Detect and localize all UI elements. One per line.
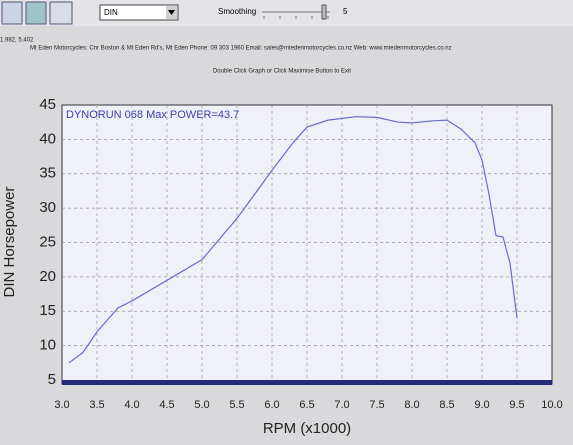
y-tick-label: 35 xyxy=(39,165,56,182)
smoothing-label: Smoothing xyxy=(218,7,256,16)
x-axis-label: RPM (x1000) xyxy=(263,420,351,437)
x-tick-label: 4.5 xyxy=(159,399,174,411)
y-tick-label: 15 xyxy=(39,302,56,319)
x-tick-label: 3.5 xyxy=(89,399,104,411)
dropdown-arrow-icon xyxy=(168,10,175,15)
x-tick-label: 8.5 xyxy=(439,399,454,411)
x-tick-label: 3.0 xyxy=(54,399,69,411)
unit-dropdown[interactable] xyxy=(99,4,179,21)
y-tick-label: 5 xyxy=(48,371,56,388)
slider-thumb[interactable] xyxy=(321,4,327,20)
x-tick-label: 7.0 xyxy=(334,399,349,411)
y-axis-label: DIN Horsepower xyxy=(1,187,18,298)
y-tick-label: 20 xyxy=(39,268,56,285)
slider-ticks xyxy=(263,16,329,19)
x-tick-label: 6.5 xyxy=(299,399,314,411)
x-tick-label: 4.0 xyxy=(124,399,139,411)
y-tick-label: 45 xyxy=(39,96,56,113)
x-tick-label: 5.5 xyxy=(229,399,244,411)
x-tick-label: 10.0 xyxy=(541,399,562,411)
y-tick-label: 25 xyxy=(39,233,56,250)
y-tick-label: 40 xyxy=(39,130,56,147)
dropdown-value: DIN xyxy=(104,8,118,17)
copy-button[interactable] xyxy=(25,1,47,25)
smoothing-value: 5 xyxy=(343,7,348,16)
x-tick-label: 9.0 xyxy=(474,399,489,411)
x-tick-label: 7.5 xyxy=(369,399,384,411)
x-tick-label: 6.0 xyxy=(264,399,279,411)
x-axis-bar xyxy=(62,380,552,385)
toolbar xyxy=(0,0,573,26)
y-tick-label: 30 xyxy=(39,199,56,216)
header-text: Mt Eden Motorcycles: Cnr Boston & Mt Ede… xyxy=(30,46,452,52)
print-button[interactable] xyxy=(1,1,23,25)
hint-text: Double Click Graph or Click Maximise But… xyxy=(213,69,351,75)
power-curve xyxy=(68,116,518,364)
y-tick-label: 10 xyxy=(39,337,56,354)
x-tick-label: 8.0 xyxy=(404,399,419,411)
x-tick-label: 9.5 xyxy=(509,399,524,411)
coordinates: 1.982, 5.402 xyxy=(0,38,34,44)
chart[interactable]: 5 10 15 20 25 30 35 40 45 3.0 3.5 4.0 4.5 5.0 5.5 6.0 6.… xyxy=(1,96,563,437)
annotation: DYNORUN 068 Max POWER=43.7 xyxy=(66,109,239,121)
x-tick-label: 5.0 xyxy=(194,399,209,411)
chart-button[interactable] xyxy=(49,1,73,25)
